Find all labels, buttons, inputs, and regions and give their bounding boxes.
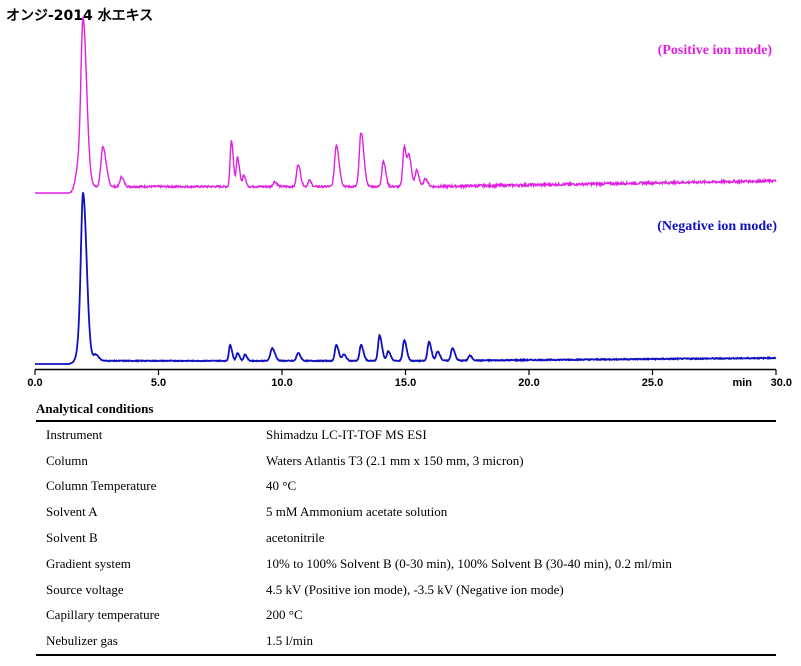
- chart-title: オンジ-2014 水エキス: [6, 7, 153, 24]
- x-tick-label: 20.0: [518, 377, 539, 389]
- analytical-conditions: Analytical conditions Instrument Shimadzu…: [36, 398, 776, 657]
- conditions-title: Analytical conditions: [36, 401, 154, 416]
- condition-label: Column: [46, 452, 88, 468]
- condition-row: Column Temperature 40 °C: [36, 474, 776, 500]
- condition-row: Instrument Shimadzu LC-IT-TOF MS ESI: [36, 421, 776, 448]
- condition-label: Gradient system: [46, 555, 131, 571]
- x-tick-label: 30.0: [771, 377, 792, 389]
- condition-label: Solvent A: [46, 504, 98, 520]
- x-axis-unit: min: [732, 377, 752, 389]
- x-axis-ticks: 0.0 5.0 10.0 15.0 20.0 25.0 30.0: [27, 369, 792, 389]
- chromatogram-chart: オンジ-2014 水エキス (Positive ion mode) (Negat…: [6, 7, 792, 389]
- condition-label: Solvent B: [46, 530, 98, 546]
- x-tick-label: 10.0: [271, 377, 292, 389]
- condition-value: 5 mM Ammonium acetate solution: [266, 504, 448, 520]
- conditions-table: Instrument Shimadzu LC-IT-TOF MS ESI Colum…: [36, 420, 776, 657]
- positive-mode-label: (Positive ion mode): [658, 43, 773, 58]
- x-tick-label: 0.0: [27, 377, 42, 389]
- condition-value: 1.5 l/min: [266, 633, 313, 649]
- condition-row: Solvent A 5 mM Ammonium acetate solution: [36, 499, 776, 525]
- negative-mode-label: (Negative ion mode): [657, 219, 777, 234]
- condition-value: 4.5 kV (Positive ion mode), -3.5 kV (Neg…: [266, 581, 564, 597]
- condition-value: 200 °C: [266, 607, 303, 623]
- condition-value: 10% to 100% Solvent B (0-30 min), 100% S…: [266, 555, 672, 571]
- condition-label: Column Temperature: [46, 478, 157, 494]
- x-tick-label: 25.0: [642, 377, 663, 389]
- positive-ion-trace: [35, 16, 777, 194]
- x-tick-label: 5.0: [151, 377, 166, 389]
- condition-label: Source voltage: [46, 581, 124, 597]
- condition-label: Capillary temperature: [46, 607, 160, 623]
- negative-ion-trace: [35, 192, 777, 365]
- condition-value: 40 °C: [266, 478, 297, 494]
- condition-value: Shimadzu LC-IT-TOF MS ESI: [266, 426, 427, 442]
- condition-row: Gradient system 10% to 100% Solvent B (0-…: [36, 551, 776, 577]
- condition-row: Column Waters Atlantis T3 (2.1 mm x 150 m…: [36, 448, 776, 474]
- x-tick-label: 15.0: [395, 377, 416, 389]
- condition-value: acetonitrile: [266, 530, 325, 546]
- condition-row: Solvent B acetonitrile: [36, 525, 776, 551]
- condition-value: Waters Atlantis T3 (2.1 mm x 150 mm, 3 m…: [266, 452, 524, 468]
- condition-label: Instrument: [46, 426, 103, 442]
- condition-label: Nebulizer gas: [46, 633, 118, 649]
- condition-row: Nebulizer gas 1.5 l/min: [36, 628, 776, 655]
- condition-row: Capillary temperature 200 °C: [36, 603, 776, 629]
- condition-row: Source voltage 4.5 kV (Positive ion mode)…: [36, 577, 776, 603]
